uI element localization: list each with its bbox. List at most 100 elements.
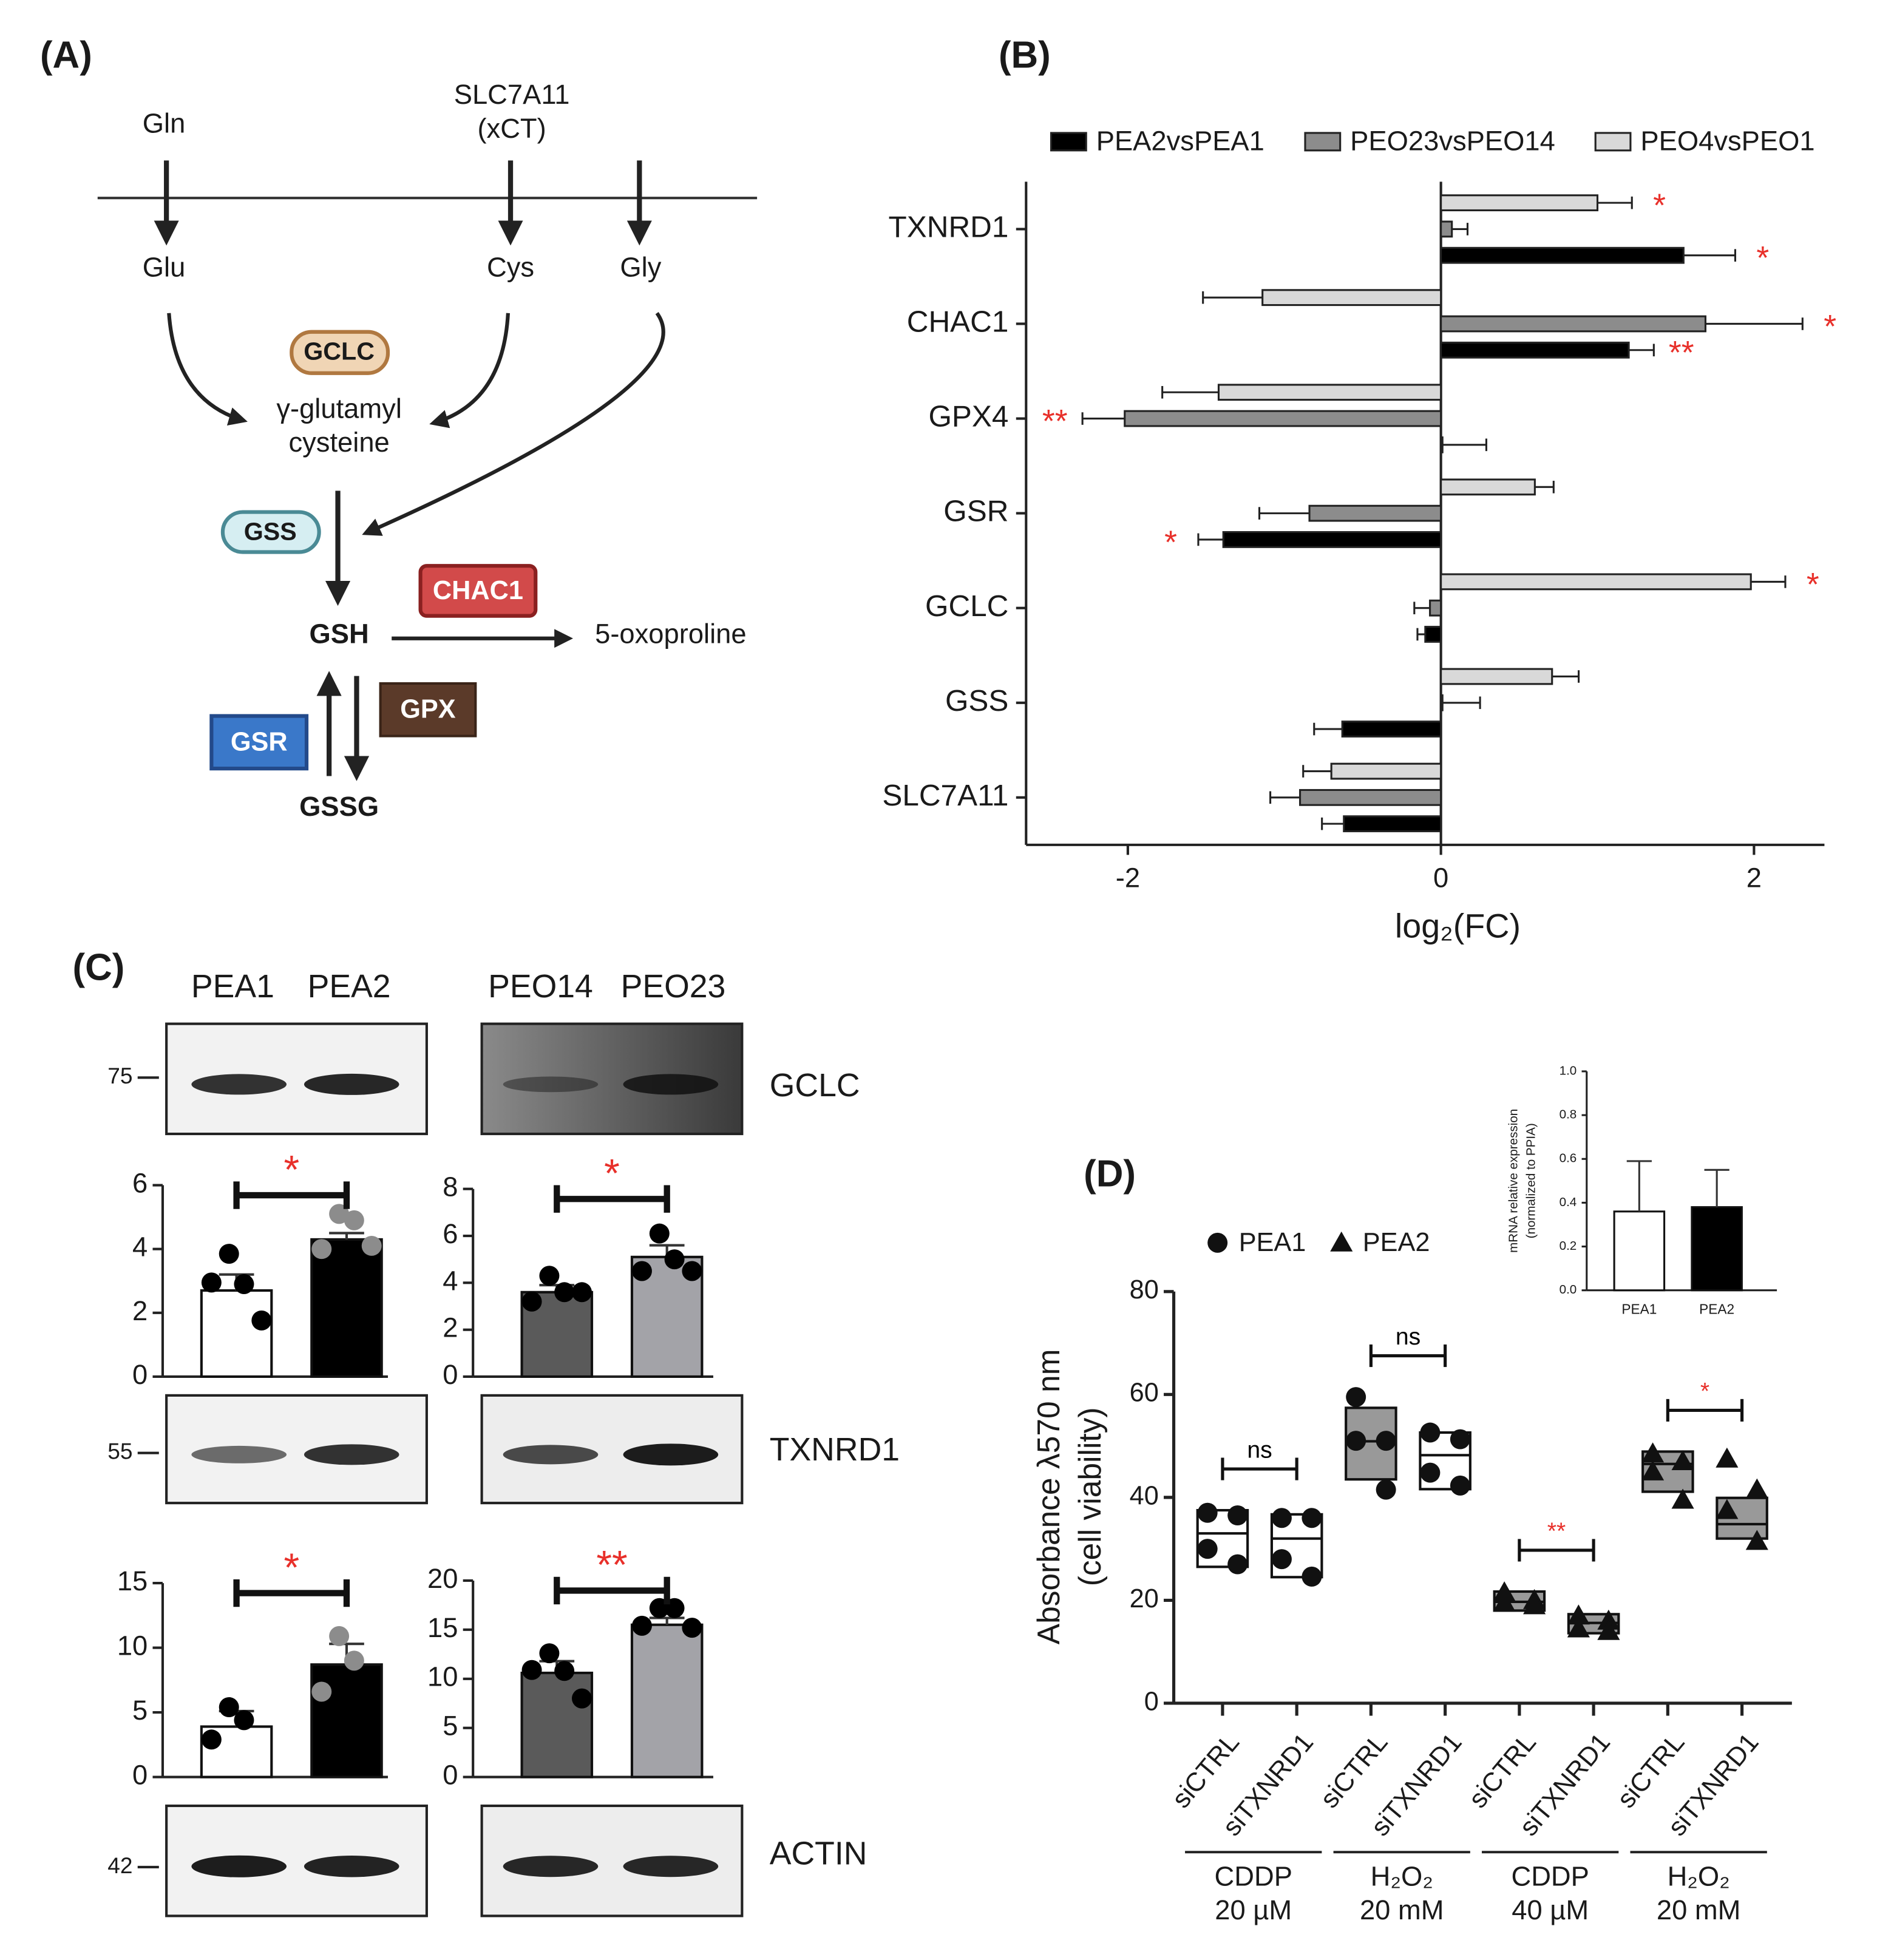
significance: * — [604, 1151, 620, 1196]
arrow — [429, 313, 510, 429]
blot-band — [191, 1445, 287, 1463]
bar — [1299, 788, 1442, 806]
legend-swatch — [1050, 132, 1087, 152]
data-point — [631, 1615, 652, 1636]
enzyme-pill — [290, 330, 390, 375]
significance: ** — [1547, 1518, 1566, 1544]
panel-label: (D) — [1084, 1153, 1136, 1195]
data-point — [539, 1266, 560, 1286]
bar — [1429, 599, 1442, 617]
group-label: 20 mM — [1657, 1894, 1741, 1925]
lane-label: PEA2 — [308, 968, 391, 1005]
significance: ns — [1247, 1437, 1272, 1463]
data-point — [344, 1210, 364, 1230]
data-point — [1450, 1475, 1470, 1496]
data-point — [1745, 1478, 1768, 1499]
data-point — [1197, 1502, 1218, 1523]
data-point — [1641, 1460, 1665, 1480]
y-tick-label: 2 — [132, 1295, 148, 1326]
y-tick-label: 0.6 — [1560, 1151, 1577, 1165]
bar — [1440, 246, 1685, 264]
data-point — [521, 1660, 542, 1680]
x-tick-label: -2 — [1116, 863, 1140, 894]
group-label: CDDP — [1215, 1861, 1292, 1892]
y-tick-label: 0.2 — [1560, 1239, 1577, 1253]
blot-band — [503, 1445, 599, 1465]
significance: * — [283, 1545, 299, 1590]
y-tick-label: TXNRD1 — [889, 210, 1009, 243]
significance: * — [1653, 188, 1666, 224]
node-label: Cys — [487, 252, 534, 283]
bar — [1440, 194, 1599, 212]
legend-swatch — [1594, 132, 1632, 152]
node-label: γ-glutamyl — [276, 393, 402, 424]
y-tick-label: 1.0 — [1560, 1063, 1577, 1077]
data-point — [234, 1710, 254, 1731]
blot-band — [503, 1856, 599, 1877]
x-tick-label: siCTRL — [1166, 1728, 1244, 1814]
significance: * — [1700, 1378, 1709, 1405]
y-tick-label: 5 — [443, 1711, 458, 1741]
x-tick-label: PEA2 — [1699, 1301, 1734, 1317]
enzyme-label: GPX — [400, 695, 456, 724]
significance: * — [1756, 240, 1769, 276]
x-tick-label: PEA1 — [1621, 1301, 1657, 1317]
y-tick-label: 10 — [117, 1630, 148, 1661]
data-point — [1271, 1508, 1292, 1528]
bar — [1613, 1210, 1666, 1292]
significance: ** — [1669, 334, 1694, 371]
x-tick-label: 0 — [1433, 863, 1448, 894]
y-axis-label: (normalized to PPIA) — [1524, 1123, 1538, 1238]
data-point — [1420, 1462, 1441, 1483]
data-point — [1567, 1617, 1590, 1638]
protein-label: GCLC — [770, 1067, 860, 1104]
bar — [630, 1623, 704, 1779]
bar — [1440, 668, 1553, 685]
blot-band — [623, 1074, 719, 1095]
significance: ** — [596, 1542, 627, 1587]
y-tick-label: 80 — [1130, 1275, 1159, 1304]
bar — [200, 1289, 273, 1378]
data-point — [1197, 1539, 1218, 1559]
y-tick-label: 2 — [443, 1312, 458, 1343]
legend-label: PEA2 — [1363, 1228, 1430, 1257]
group-label: 20 µM — [1215, 1894, 1292, 1925]
data-point — [1420, 1422, 1441, 1443]
group-label: 40 µM — [1512, 1894, 1589, 1925]
data-point — [311, 1239, 332, 1260]
group-label: H₂O₂ — [1668, 1861, 1730, 1892]
node-label: (xCT) — [477, 113, 546, 144]
data-point — [1597, 1619, 1620, 1640]
significance: * — [1824, 308, 1836, 345]
legend-label: PEO4vsPEO1 — [1640, 125, 1814, 156]
data-point — [329, 1626, 350, 1646]
pathway: Gln SLC7A11 (xCT) Glu Cys Gly GCLC γ-glu… — [97, 79, 758, 822]
y-tick-label: 0 — [132, 1359, 148, 1390]
bar — [1341, 721, 1442, 738]
blot-band — [304, 1856, 399, 1877]
data-point — [572, 1688, 592, 1709]
bar — [1440, 436, 1444, 453]
data-point — [1346, 1431, 1366, 1451]
y-tick-label: 10 — [427, 1661, 458, 1692]
bar — [1440, 573, 1752, 591]
group-label: H₂O₂ — [1371, 1861, 1433, 1892]
bar — [1440, 694, 1444, 711]
marker-label: 55 — [107, 1438, 132, 1463]
y-tick-label: 20 — [1130, 1584, 1159, 1613]
bar — [1691, 1206, 1743, 1292]
data-point — [1671, 1488, 1694, 1509]
data-point — [234, 1274, 254, 1294]
data-point — [1346, 1387, 1366, 1408]
enzyme-label: GSR — [231, 727, 288, 756]
enzyme-label: GCLC — [304, 337, 375, 365]
bar — [1440, 315, 1706, 333]
legend-label: PEA2vsPEA1 — [1096, 125, 1264, 156]
significance: * — [1164, 524, 1177, 560]
blot-band — [191, 1855, 287, 1877]
y-tick-label: 8 — [443, 1172, 458, 1202]
y-tick-label: 15 — [117, 1565, 148, 1596]
node-label: SLC7A11 — [454, 79, 570, 110]
